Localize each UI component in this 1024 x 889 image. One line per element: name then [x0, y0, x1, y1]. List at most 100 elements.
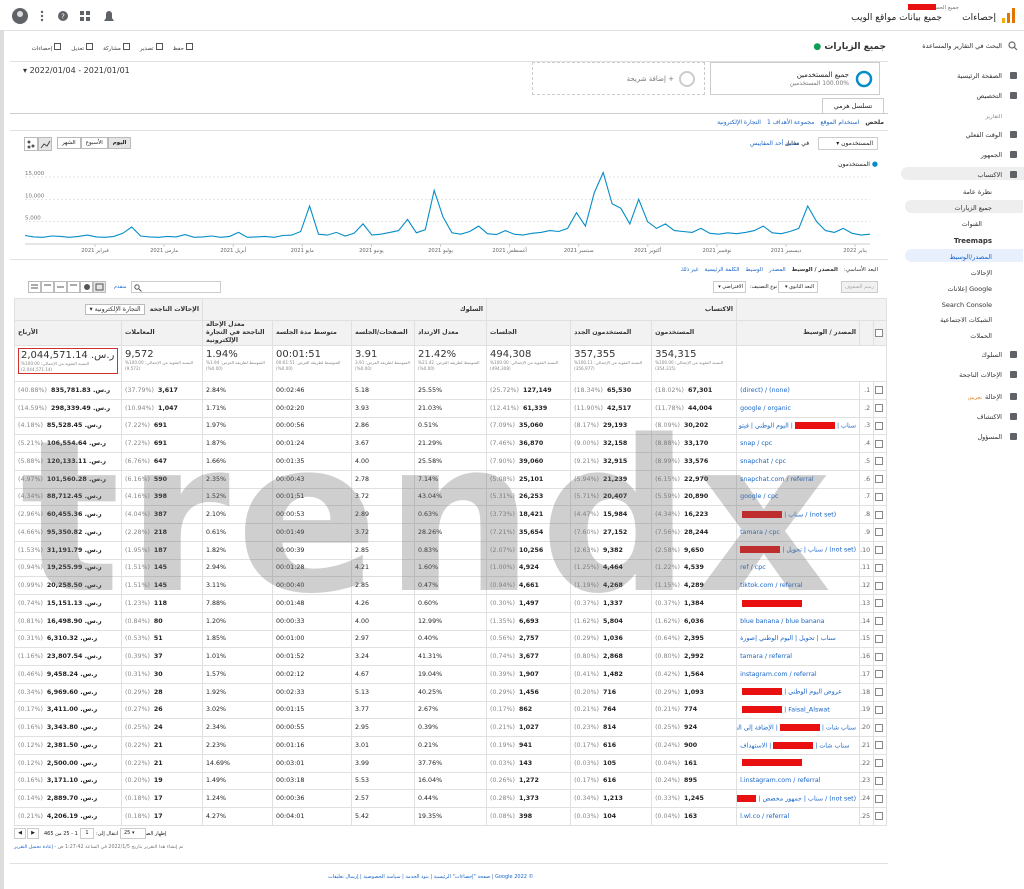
checkbox[interactable]: [875, 492, 884, 501]
checkbox[interactable]: [875, 421, 884, 430]
checkbox[interactable]: [875, 581, 884, 590]
column-header[interactable]: المعاملات: [121, 320, 203, 346]
nav-item[interactable]: الإحالةتجريبي: [967, 393, 1002, 401]
toolbar-item[interactable]: تعديل: [71, 43, 94, 52]
nav-item[interactable]: Treemaps: [953, 237, 992, 245]
checkbox[interactable]: [875, 528, 884, 537]
period-button[interactable]: اليوم: [107, 137, 132, 149]
chart-type-buttons[interactable]: [24, 137, 52, 151]
advanced-link[interactable]: متقدم: [114, 284, 127, 290]
checkbox[interactable]: [875, 546, 884, 555]
explorer-tab[interactable]: ملخص: [865, 119, 884, 126]
conversion-select[interactable]: التجارة الإلكترونية ▾: [85, 304, 145, 315]
property-name[interactable]: جميع بيانات مواقع الويب: [851, 13, 942, 23]
explorer-tab[interactable]: مجموعة الأهداف 1: [766, 119, 815, 126]
sort-select[interactable]: الافتراضي ▾: [713, 281, 746, 293]
column-header[interactable]: الصفحات/الجلسة: [351, 320, 416, 346]
source-part[interactable]: عروض اليوم الوطني |: [784, 688, 842, 696]
reload-link[interactable]: إعادة تحميل التقرير: [14, 845, 53, 850]
source-part[interactable]: | الاستهداف: [740, 742, 772, 750]
nav-item[interactable]: الصفحة الرئيسية: [957, 72, 1002, 80]
prev-page[interactable]: ◀: [14, 828, 26, 839]
tab[interactable]: تسلسل هرمي: [822, 98, 884, 113]
checkbox[interactable]: [875, 563, 884, 572]
next-page[interactable]: ▶: [27, 828, 39, 839]
checkbox[interactable]: [875, 812, 884, 821]
dimension-option[interactable]: الوسيط: [745, 267, 763, 273]
column-header[interactable]: الأرباح: [14, 320, 122, 346]
nav-item[interactable]: الاكتشاف: [976, 413, 1002, 421]
source-link[interactable]: l.instagram.com / referral: [740, 777, 821, 785]
dimension-option[interactable]: غير ذلك: [680, 267, 699, 273]
nav-item[interactable]: Google إعلانات: [947, 285, 992, 293]
nav-item[interactable]: القنوات: [961, 220, 982, 228]
checkbox[interactable]: [875, 404, 884, 413]
source-link[interactable]: (none) / (direct): [740, 386, 790, 394]
source-link[interactable]: tamara / cpc: [740, 528, 780, 536]
checkbox[interactable]: [875, 634, 884, 643]
source-link[interactable]: blue banana / blue banana: [740, 617, 825, 625]
toolbar-item[interactable]: إحصاءات: [32, 43, 62, 52]
source-part[interactable]: | اليوم الوطني | فيتو: [738, 422, 793, 430]
source-part[interactable]: (not set) / سناب |: [784, 511, 837, 519]
metric-select[interactable]: المستخدمون ▾: [818, 137, 878, 150]
account-path[interactable]: جميع الحسابات: [924, 5, 959, 11]
nav-item[interactable]: المصدر/الوسيط: [949, 253, 992, 261]
secondary-dimension[interactable]: البعد الثانوي ▾: [778, 281, 818, 293]
nav-item[interactable]: الجمهور: [980, 151, 1002, 159]
checkbox[interactable]: [875, 705, 884, 714]
view-buttons[interactable]: [28, 281, 110, 293]
source-link[interactable]: l.wl.co / referral: [740, 812, 790, 820]
nav-item[interactable]: الحملات: [970, 332, 992, 340]
source-link[interactable]: google / organic: [740, 404, 791, 412]
source-part[interactable]: سناب شات |: [815, 742, 850, 750]
add-segment[interactable]: + إضافة شريحة: [532, 62, 705, 95]
column-header[interactable]: المستخدمون الجدد: [570, 320, 653, 346]
checkbox[interactable]: [875, 510, 884, 519]
toolbar-item[interactable]: تصدير: [140, 43, 163, 52]
nav-item[interactable]: الوقت الفعلي: [965, 131, 1002, 139]
dimension-option[interactable]: المصدر: [768, 267, 786, 273]
source-link[interactable]: instagram.com / referral: [740, 670, 817, 678]
nav-item[interactable]: المسؤول: [977, 433, 1002, 441]
source-part[interactable]: سناب شات |: [821, 724, 857, 732]
checkbox[interactable]: [875, 599, 884, 608]
toolbar-item[interactable]: مشاركة: [103, 43, 130, 52]
toolbar-item[interactable]: حفظ: [173, 43, 193, 52]
column-header[interactable]: معدل الارتداد: [414, 320, 488, 346]
search-box[interactable]: [131, 281, 221, 293]
nav-item[interactable]: الإحالات: [970, 269, 992, 277]
checkbox[interactable]: [875, 652, 884, 661]
checkbox[interactable]: [875, 776, 884, 785]
checkbox[interactable]: [875, 475, 884, 484]
checkbox[interactable]: [875, 688, 884, 697]
source-part[interactable]: سناب |: [836, 422, 857, 430]
source-link[interactable]: tamara / referral: [740, 653, 793, 661]
checkbox[interactable]: [875, 617, 884, 626]
column-header[interactable]: معدل الإحالة الناجحة في التجارة الإلكترو…: [201, 320, 274, 346]
period-button[interactable]: الشهر: [57, 137, 81, 149]
plot-rows[interactable]: رسم الصفوف: [841, 281, 878, 293]
checkbox[interactable]: [875, 741, 884, 750]
source-part[interactable]: Faisal_Alswat |: [784, 706, 830, 714]
column-header[interactable]: المستخدمون: [651, 320, 738, 346]
checkbox[interactable]: [875, 329, 884, 337]
nav-item[interactable]: السلوك: [981, 351, 1002, 359]
checkbox[interactable]: [875, 670, 884, 679]
source-link[interactable]: snap / cpc: [740, 440, 773, 448]
dimension-option[interactable]: الكلمة الرئيسية: [704, 267, 740, 273]
checkbox[interactable]: [875, 794, 884, 803]
explorer-tab[interactable]: استخدام الموقع: [820, 119, 860, 126]
nav-item[interactable]: جميع الزيارات: [954, 204, 993, 212]
column-header[interactable]: الجلسات: [486, 320, 572, 346]
goto-input[interactable]: 1: [80, 828, 94, 839]
explorer-tab[interactable]: التجارة الإلكترونية: [717, 119, 761, 126]
source-link[interactable]: snapchat / cpc: [740, 457, 787, 465]
nav-item[interactable]: الاكتساب: [977, 171, 1002, 179]
sidebar-search[interactable]: البحث في التقارير والمساعدة: [922, 42, 1002, 50]
nav-item[interactable]: الشبكات الاجتماعية: [940, 316, 992, 324]
nav-item[interactable]: Search Console: [941, 301, 992, 309]
source-link[interactable]: google / cpc: [740, 493, 779, 501]
select-metric[interactable]: تحديد أحد المقاييس: [750, 140, 799, 147]
source-part[interactable]: (not set) / سناب | تحويل |: [782, 546, 857, 554]
